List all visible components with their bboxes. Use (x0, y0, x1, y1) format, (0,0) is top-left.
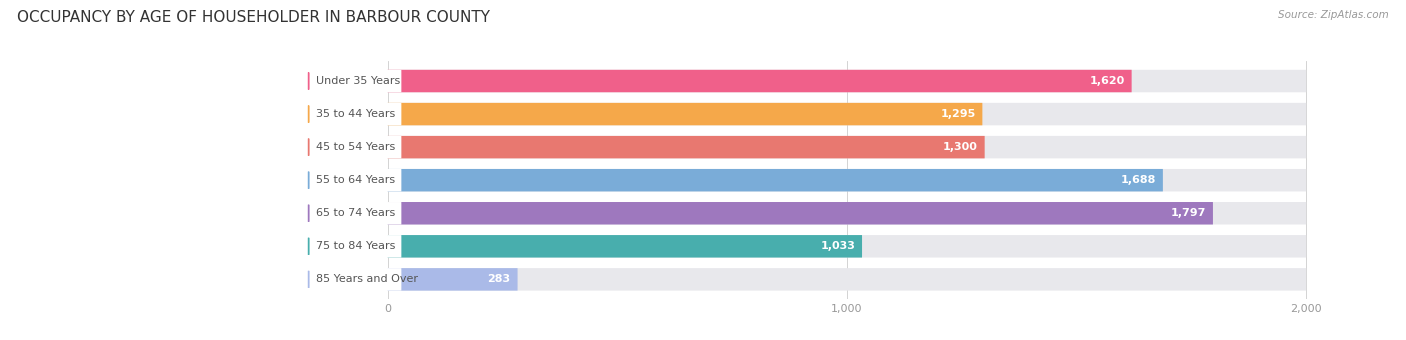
Text: 283: 283 (488, 274, 510, 284)
FancyBboxPatch shape (388, 202, 1306, 224)
Text: 65 to 74 Years: 65 to 74 Years (316, 208, 395, 218)
FancyBboxPatch shape (301, 103, 401, 125)
Text: 1,295: 1,295 (941, 109, 976, 119)
FancyBboxPatch shape (388, 103, 1306, 125)
FancyBboxPatch shape (301, 235, 401, 258)
Text: 1,797: 1,797 (1171, 208, 1206, 218)
Text: 85 Years and Over: 85 Years and Over (316, 274, 419, 284)
Text: 55 to 64 Years: 55 to 64 Years (316, 175, 395, 185)
Text: OCCUPANCY BY AGE OF HOUSEHOLDER IN BARBOUR COUNTY: OCCUPANCY BY AGE OF HOUSEHOLDER IN BARBO… (17, 10, 489, 25)
FancyBboxPatch shape (301, 169, 401, 191)
FancyBboxPatch shape (388, 169, 1306, 191)
Text: 1,300: 1,300 (943, 142, 977, 152)
Text: 75 to 84 Years: 75 to 84 Years (316, 241, 395, 251)
FancyBboxPatch shape (388, 70, 1132, 92)
FancyBboxPatch shape (301, 268, 401, 291)
FancyBboxPatch shape (388, 235, 1306, 258)
Text: 35 to 44 Years: 35 to 44 Years (316, 109, 395, 119)
FancyBboxPatch shape (388, 235, 862, 258)
Text: Source: ZipAtlas.com: Source: ZipAtlas.com (1278, 10, 1389, 20)
FancyBboxPatch shape (388, 169, 1163, 191)
FancyBboxPatch shape (388, 268, 1306, 291)
FancyBboxPatch shape (388, 136, 1306, 158)
Text: Under 35 Years: Under 35 Years (316, 76, 401, 86)
Text: 1,033: 1,033 (820, 241, 855, 251)
FancyBboxPatch shape (301, 202, 401, 224)
FancyBboxPatch shape (388, 202, 1213, 224)
FancyBboxPatch shape (388, 268, 517, 291)
Text: 45 to 54 Years: 45 to 54 Years (316, 142, 395, 152)
Text: 1,688: 1,688 (1121, 175, 1156, 185)
FancyBboxPatch shape (301, 136, 401, 158)
FancyBboxPatch shape (388, 70, 1306, 92)
FancyBboxPatch shape (388, 103, 983, 125)
Text: 1,620: 1,620 (1090, 76, 1125, 86)
FancyBboxPatch shape (388, 136, 984, 158)
FancyBboxPatch shape (301, 70, 401, 92)
